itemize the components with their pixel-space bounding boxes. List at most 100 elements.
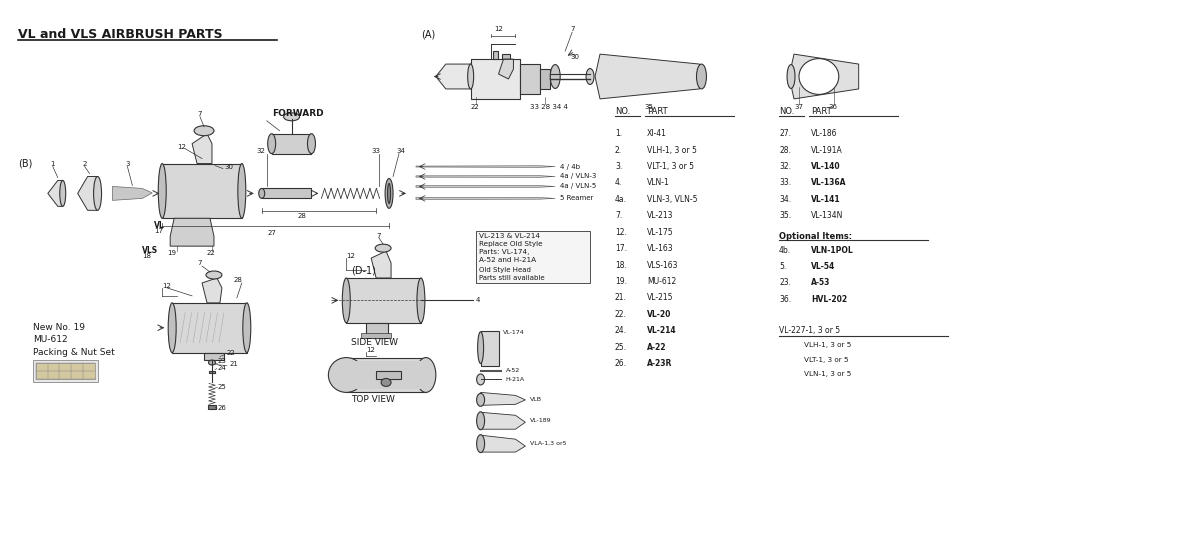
Polygon shape — [436, 64, 470, 89]
Ellipse shape — [242, 303, 251, 352]
Text: Old Style Head: Old Style Head — [479, 267, 530, 273]
Text: TOP VIEW: TOP VIEW — [352, 395, 395, 404]
Text: VL-141: VL-141 — [811, 195, 840, 204]
Text: 4.: 4. — [614, 179, 622, 187]
Text: 12: 12 — [178, 144, 186, 150]
Ellipse shape — [158, 163, 167, 218]
Text: VLS-163: VLS-163 — [647, 260, 678, 270]
Ellipse shape — [551, 65, 560, 88]
Text: VLN-3, VLN-5: VLN-3, VLN-5 — [647, 195, 697, 204]
Bar — [162, 163, 242, 218]
Text: 23.: 23. — [779, 278, 791, 288]
Bar — [366, 323, 388, 338]
Text: A-53: A-53 — [811, 278, 830, 288]
Text: H-21A: H-21A — [505, 377, 524, 382]
Bar — [352, 361, 421, 390]
Ellipse shape — [194, 125, 214, 136]
Polygon shape — [481, 412, 526, 429]
Text: Optional Items:: Optional Items: — [779, 232, 852, 241]
Polygon shape — [416, 197, 556, 199]
Text: 22: 22 — [227, 350, 235, 356]
Polygon shape — [170, 218, 214, 246]
Text: VLN-1POL: VLN-1POL — [811, 246, 853, 255]
Bar — [172, 303, 247, 352]
Text: 22: 22 — [208, 250, 216, 256]
Text: 4 / 4b: 4 / 4b — [560, 163, 581, 169]
Text: 19: 19 — [167, 250, 176, 256]
Text: VL-215: VL-215 — [647, 293, 673, 302]
Ellipse shape — [476, 393, 485, 406]
Text: VL-174: VL-174 — [503, 330, 524, 335]
Text: 4: 4 — [475, 298, 480, 304]
Text: 33: 33 — [371, 147, 380, 153]
Text: 4a.: 4a. — [614, 195, 626, 204]
Polygon shape — [481, 435, 526, 452]
Text: 36: 36 — [829, 104, 838, 110]
Bar — [209, 370, 215, 373]
Text: VLT-1, 3 or 5: VLT-1, 3 or 5 — [647, 162, 694, 171]
Polygon shape — [416, 176, 556, 178]
Ellipse shape — [60, 180, 66, 207]
Text: 1: 1 — [50, 161, 55, 167]
Bar — [475, 231, 590, 283]
Bar — [204, 352, 224, 359]
Text: VL-213 & VL-214: VL-213 & VL-214 — [479, 233, 540, 239]
Text: Parts: VL-174,: Parts: VL-174, — [479, 249, 529, 255]
Bar — [271, 134, 312, 153]
Text: 12.: 12. — [614, 228, 626, 237]
Text: VLH-1, 3 or 5: VLH-1, 3 or 5 — [804, 341, 851, 347]
Text: VL-163: VL-163 — [647, 244, 673, 253]
Polygon shape — [595, 54, 700, 99]
Text: MU-612: MU-612 — [32, 335, 67, 344]
Text: NO.: NO. — [779, 107, 794, 116]
Text: 33.: 33. — [779, 179, 791, 187]
Text: NO.: NO. — [614, 107, 630, 116]
Ellipse shape — [476, 412, 485, 430]
Text: 35: 35 — [644, 104, 654, 110]
Text: VL-20: VL-20 — [647, 310, 671, 319]
Text: VL-175: VL-175 — [647, 228, 673, 237]
Text: SIDE VIEW: SIDE VIEW — [352, 338, 398, 347]
Text: 22: 22 — [470, 104, 480, 110]
Text: 24: 24 — [218, 364, 227, 370]
Text: 3.: 3. — [614, 162, 622, 171]
Text: VL and VLS AIRBRUSH PARTS: VL and VLS AIRBRUSH PARTS — [18, 28, 222, 41]
Text: A-52: A-52 — [505, 368, 520, 373]
Text: 21: 21 — [230, 361, 239, 367]
Ellipse shape — [476, 374, 485, 385]
Text: 4a / VLN-3: 4a / VLN-3 — [560, 174, 596, 180]
Text: VLA-1,3 or5: VLA-1,3 or5 — [530, 441, 566, 446]
Bar — [347, 358, 426, 392]
Text: VL: VL — [155, 221, 166, 230]
Text: 37: 37 — [794, 104, 803, 110]
Ellipse shape — [416, 358, 436, 392]
Polygon shape — [498, 59, 514, 79]
Text: 27.: 27. — [779, 129, 791, 138]
Text: 24.: 24. — [614, 326, 626, 335]
Bar — [503, 54, 510, 59]
Polygon shape — [371, 251, 391, 278]
Text: 34: 34 — [396, 147, 404, 153]
Text: 3: 3 — [125, 161, 130, 167]
Text: 17.: 17. — [614, 244, 626, 253]
Text: VL-136A: VL-136A — [811, 179, 846, 187]
Text: 27: 27 — [268, 230, 276, 236]
Text: 7: 7 — [197, 260, 202, 266]
Bar — [32, 359, 97, 383]
Text: VLT-1, 3 or 5: VLT-1, 3 or 5 — [804, 357, 848, 363]
Polygon shape — [416, 186, 556, 187]
Bar — [36, 363, 95, 379]
Text: 19.: 19. — [614, 277, 626, 286]
Bar — [470, 59, 521, 99]
Text: VLB: VLB — [530, 397, 542, 402]
Text: VL-191A: VL-191A — [811, 146, 842, 155]
Ellipse shape — [385, 179, 394, 208]
Text: (B): (B) — [18, 158, 32, 169]
Text: 7: 7 — [376, 233, 380, 239]
Text: 12: 12 — [366, 347, 376, 352]
Ellipse shape — [209, 360, 216, 365]
Ellipse shape — [283, 113, 300, 121]
Text: VL-189: VL-189 — [530, 418, 552, 423]
Ellipse shape — [376, 244, 391, 252]
Text: 28: 28 — [234, 277, 242, 283]
